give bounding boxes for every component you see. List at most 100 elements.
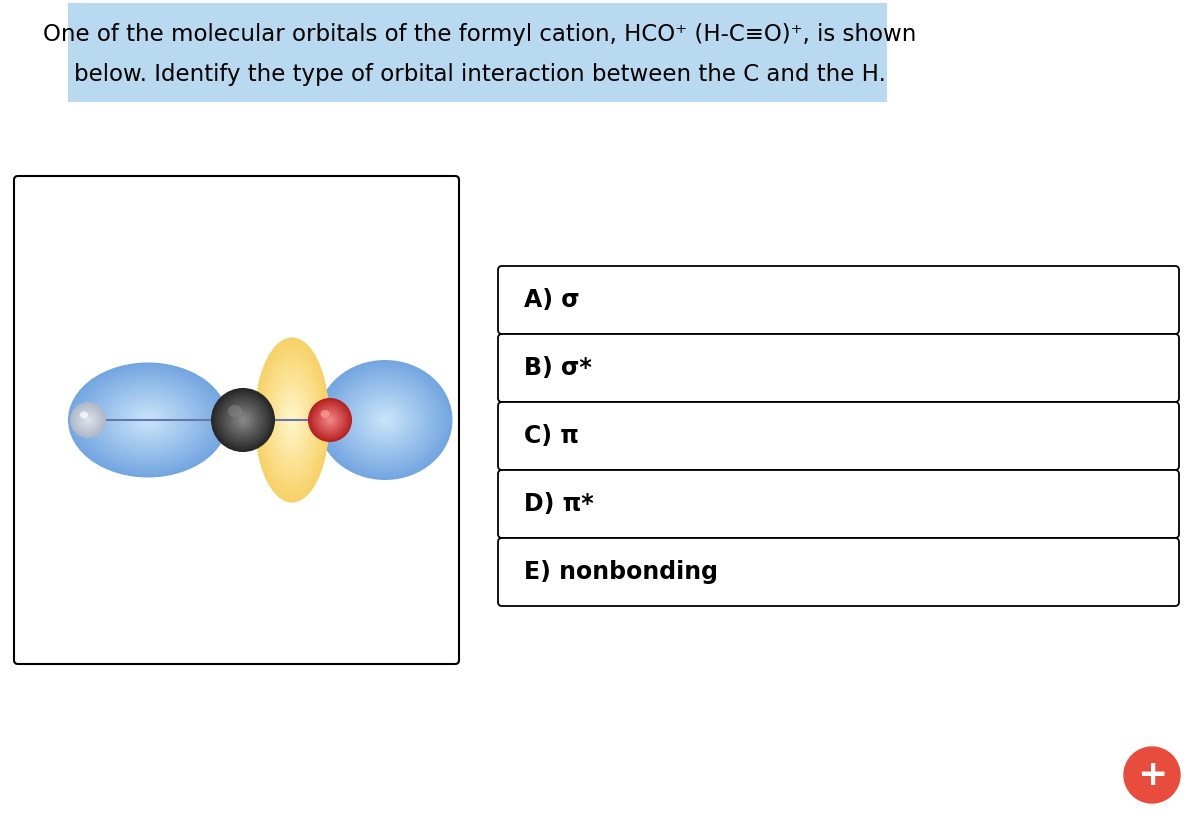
FancyBboxPatch shape bbox=[498, 334, 1178, 402]
Ellipse shape bbox=[145, 418, 151, 422]
Ellipse shape bbox=[384, 419, 386, 421]
Ellipse shape bbox=[121, 401, 175, 439]
Ellipse shape bbox=[324, 366, 445, 474]
Ellipse shape bbox=[364, 401, 407, 439]
Ellipse shape bbox=[139, 413, 157, 427]
Ellipse shape bbox=[318, 408, 342, 431]
Ellipse shape bbox=[239, 416, 247, 425]
Ellipse shape bbox=[272, 377, 311, 463]
Ellipse shape bbox=[265, 361, 319, 479]
Text: One of the molecular orbitals of the formyl cation, HCO⁺ (H-C≡O)⁺, is shown: One of the molecular orbitals of the for… bbox=[43, 24, 917, 46]
Ellipse shape bbox=[326, 368, 444, 472]
Ellipse shape bbox=[84, 416, 92, 425]
FancyBboxPatch shape bbox=[498, 266, 1178, 334]
Ellipse shape bbox=[352, 390, 419, 450]
Ellipse shape bbox=[96, 382, 200, 457]
Ellipse shape bbox=[383, 418, 388, 422]
Ellipse shape bbox=[320, 410, 340, 430]
Ellipse shape bbox=[317, 408, 343, 433]
Ellipse shape bbox=[319, 409, 341, 431]
Ellipse shape bbox=[328, 417, 332, 423]
Ellipse shape bbox=[320, 411, 340, 430]
Ellipse shape bbox=[228, 405, 258, 434]
Ellipse shape bbox=[322, 412, 338, 428]
Ellipse shape bbox=[280, 393, 305, 447]
FancyBboxPatch shape bbox=[14, 176, 458, 664]
Ellipse shape bbox=[76, 408, 100, 432]
Ellipse shape bbox=[343, 383, 427, 457]
Ellipse shape bbox=[229, 406, 257, 434]
Ellipse shape bbox=[74, 406, 102, 434]
Ellipse shape bbox=[289, 415, 294, 425]
FancyBboxPatch shape bbox=[68, 3, 887, 102]
Circle shape bbox=[1124, 747, 1180, 803]
Ellipse shape bbox=[97, 384, 199, 456]
Ellipse shape bbox=[70, 363, 227, 477]
Ellipse shape bbox=[226, 402, 260, 438]
Ellipse shape bbox=[263, 355, 322, 485]
Ellipse shape bbox=[109, 392, 187, 447]
Ellipse shape bbox=[371, 407, 400, 433]
Ellipse shape bbox=[308, 399, 352, 442]
Ellipse shape bbox=[325, 415, 335, 425]
Ellipse shape bbox=[77, 409, 98, 431]
Text: +: + bbox=[1136, 758, 1168, 792]
Ellipse shape bbox=[236, 413, 250, 427]
Ellipse shape bbox=[74, 407, 101, 433]
Ellipse shape bbox=[212, 390, 274, 451]
Ellipse shape bbox=[380, 416, 390, 424]
Ellipse shape bbox=[325, 415, 335, 425]
Ellipse shape bbox=[378, 414, 391, 426]
Ellipse shape bbox=[313, 403, 347, 437]
Ellipse shape bbox=[98, 385, 197, 456]
Ellipse shape bbox=[284, 403, 300, 437]
Ellipse shape bbox=[324, 413, 336, 426]
Ellipse shape bbox=[365, 402, 406, 438]
Ellipse shape bbox=[130, 407, 167, 434]
Ellipse shape bbox=[74, 407, 102, 434]
Ellipse shape bbox=[338, 379, 431, 461]
Ellipse shape bbox=[344, 384, 426, 456]
Ellipse shape bbox=[379, 415, 391, 425]
Ellipse shape bbox=[320, 410, 340, 430]
Ellipse shape bbox=[323, 365, 446, 475]
Ellipse shape bbox=[230, 408, 256, 433]
Ellipse shape bbox=[355, 394, 414, 446]
Ellipse shape bbox=[323, 412, 337, 428]
Ellipse shape bbox=[377, 413, 392, 427]
Ellipse shape bbox=[103, 387, 193, 452]
Ellipse shape bbox=[101, 386, 194, 453]
Ellipse shape bbox=[257, 343, 326, 497]
Ellipse shape bbox=[134, 411, 161, 430]
Ellipse shape bbox=[85, 416, 91, 423]
Ellipse shape bbox=[320, 410, 330, 418]
Ellipse shape bbox=[318, 408, 342, 432]
Ellipse shape bbox=[323, 413, 337, 427]
Ellipse shape bbox=[262, 354, 322, 486]
Ellipse shape bbox=[88, 419, 89, 421]
Ellipse shape bbox=[372, 408, 398, 432]
Ellipse shape bbox=[86, 376, 209, 464]
Ellipse shape bbox=[272, 376, 312, 464]
Ellipse shape bbox=[331, 372, 439, 468]
Ellipse shape bbox=[277, 387, 307, 453]
Ellipse shape bbox=[275, 381, 310, 459]
Ellipse shape bbox=[330, 371, 440, 469]
Ellipse shape bbox=[325, 416, 335, 425]
Ellipse shape bbox=[72, 404, 103, 436]
Ellipse shape bbox=[317, 407, 343, 434]
Ellipse shape bbox=[342, 382, 427, 458]
Ellipse shape bbox=[319, 361, 451, 479]
Ellipse shape bbox=[122, 402, 173, 438]
Ellipse shape bbox=[319, 409, 341, 430]
Ellipse shape bbox=[76, 368, 220, 472]
Ellipse shape bbox=[86, 419, 89, 421]
Ellipse shape bbox=[127, 405, 169, 435]
Ellipse shape bbox=[361, 399, 409, 441]
Ellipse shape bbox=[224, 402, 262, 438]
Ellipse shape bbox=[382, 417, 389, 423]
Ellipse shape bbox=[140, 414, 156, 425]
Ellipse shape bbox=[216, 393, 270, 447]
Text: B) σ*: B) σ* bbox=[524, 356, 592, 380]
Ellipse shape bbox=[241, 418, 245, 422]
